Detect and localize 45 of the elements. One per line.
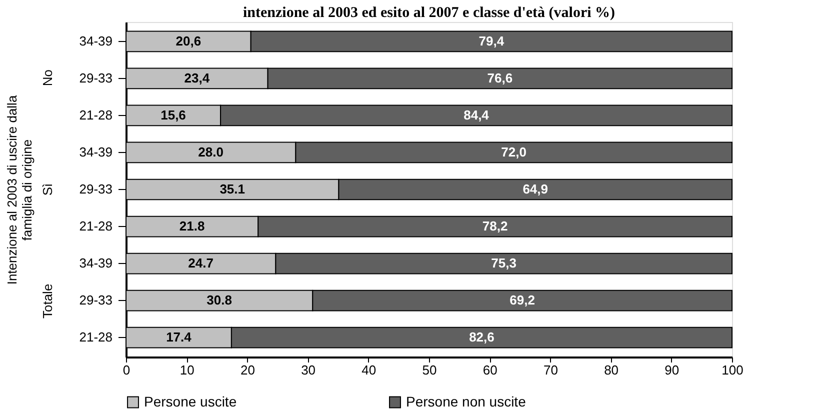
text: Sì <box>40 183 55 196</box>
data-label: 15,6 <box>160 107 186 122</box>
data-label: 76,6 <box>487 70 513 86</box>
data-label: 79,4 <box>478 33 505 48</box>
y-tick-label: 34-39 <box>79 256 112 271</box>
x-tick-label: 80 <box>604 362 619 378</box>
y-tick-label: 34-39 <box>79 144 112 160</box>
data-label: 23,4 <box>184 70 210 86</box>
data-label: 21.8 <box>179 218 205 234</box>
x-tick-label: 0 <box>122 362 130 378</box>
text: Totale <box>40 284 55 319</box>
data-label: 24.7 <box>188 256 214 271</box>
data-label: 78,2 <box>482 218 508 234</box>
data-label: 82,6 <box>469 330 494 345</box>
data-label: 84,4 <box>464 107 490 122</box>
x-tick-label: 40 <box>362 362 376 378</box>
x-tick-label: 90 <box>664 362 680 378</box>
y-tick-label: 21-28 <box>79 218 112 234</box>
x-tick-label: 70 <box>543 362 558 378</box>
data-label: 30.8 <box>206 292 232 308</box>
x-tick-label: 20 <box>240 362 255 378</box>
x-tick-label: 60 <box>482 362 498 378</box>
x-tick-label: 30 <box>301 362 316 378</box>
y-tick-label: 29-33 <box>79 182 112 196</box>
x-tick-label: 100 <box>722 362 744 378</box>
x-tick-label: 50 <box>422 362 437 378</box>
y-tick-label: 21-28 <box>79 107 112 122</box>
data-label: 64,9 <box>522 182 548 196</box>
data-label: 72,0 <box>501 144 526 160</box>
y-tick-label: 29-33 <box>79 70 112 86</box>
legend-label: Persone non uscite <box>406 393 526 410</box>
y-tick-label: 21-28 <box>79 330 112 345</box>
y-tick-label: 34-39 <box>79 33 112 48</box>
data-label: 17.4 <box>166 330 192 345</box>
text: No <box>40 70 55 86</box>
y-tick-label: 29-33 <box>79 292 112 308</box>
data-label: 75,3 <box>491 256 516 271</box>
chart-title: intenzione al 2003 ed esito al 2007 e classe d'età (valori %) <box>242 5 616 21</box>
data-label: 28.0 <box>198 144 224 160</box>
data-label: 20,6 <box>176 33 202 48</box>
legend-label: Persone uscite <box>144 393 237 410</box>
data-label: 35.1 <box>220 182 246 196</box>
y-axis-title: Intenzione al 2003 di uscire dalla famiglia di origine <box>4 94 34 285</box>
x-tick-label: 10 <box>180 362 194 378</box>
data-label: 69,2 <box>510 292 535 308</box>
